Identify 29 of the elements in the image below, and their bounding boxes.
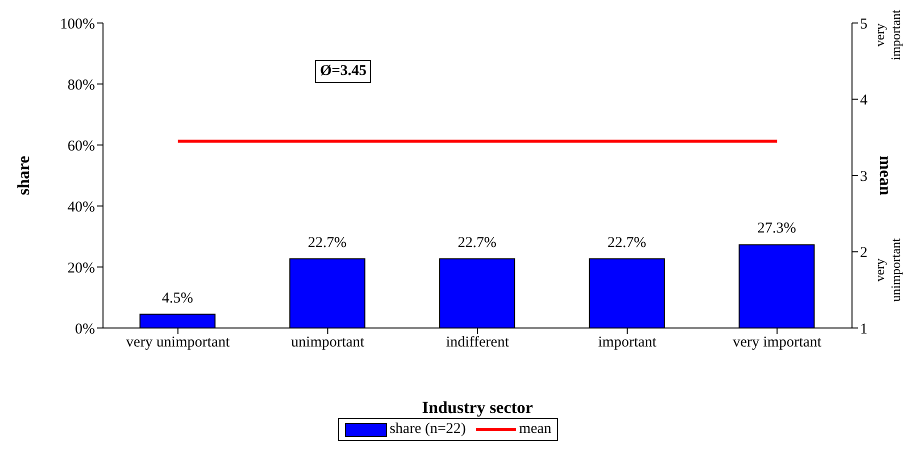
data-label: 22.7% xyxy=(608,234,646,251)
y2-tick-label: 1 xyxy=(860,321,868,338)
y-tick-label: 20% xyxy=(68,260,95,276)
x-tick-label: very unimportant xyxy=(126,334,231,351)
y-tick-label: 80% xyxy=(68,77,95,94)
text: very unimportant xyxy=(872,237,904,304)
x-tick-label: important xyxy=(598,334,658,351)
x-tick-label: very important xyxy=(732,334,822,351)
x-tick-label: indifferent xyxy=(446,334,510,351)
y-tick-label: 0% xyxy=(75,321,95,338)
y2-axis-title: mean xyxy=(876,156,895,196)
y-axis-title: share xyxy=(14,155,34,196)
y2-tick-label: 3 xyxy=(860,168,868,185)
legend-label: mean xyxy=(518,421,552,438)
y-tick-label: 100% xyxy=(60,16,95,32)
legend-label: share (n=22) xyxy=(388,421,466,438)
y2-tick-label: 5 xyxy=(860,16,868,32)
data-label: 22.7% xyxy=(458,234,496,251)
y-tick-label: 60% xyxy=(68,138,95,154)
text: very important xyxy=(872,8,904,62)
x-tick-label: unimportant xyxy=(291,334,366,351)
data-label: 27.3% xyxy=(757,220,796,237)
y2-tick-label: 2 xyxy=(860,245,868,262)
data-label: 22.7% xyxy=(308,234,347,251)
y-tick-label: 40% xyxy=(68,199,95,216)
y2-tick-label: 4 xyxy=(860,92,868,109)
x-axis-title: Industry sector xyxy=(422,398,534,417)
data-label: 4.5% xyxy=(162,290,194,306)
annotation: Ø=3.45 xyxy=(315,60,372,83)
